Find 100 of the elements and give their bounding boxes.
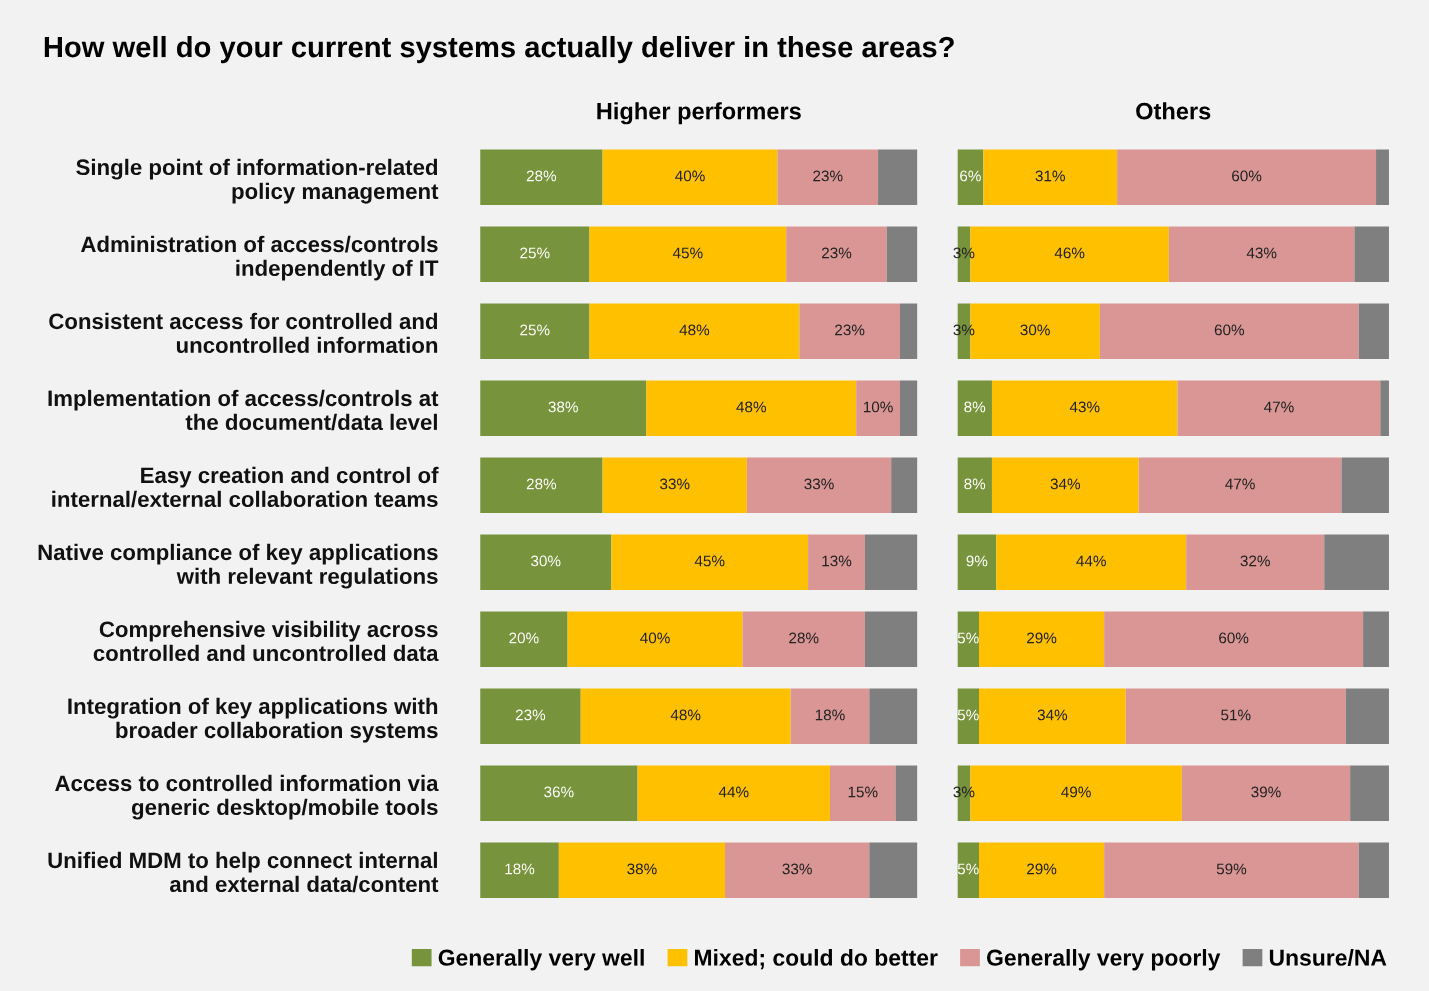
data-label: 30% <box>531 555 561 567</box>
bar <box>742 611 865 667</box>
bar <box>589 226 787 282</box>
data-label: 34% <box>1050 478 1081 490</box>
bar <box>480 688 581 744</box>
bar <box>1376 149 1389 205</box>
data-label: 45% <box>672 247 703 259</box>
bar <box>480 842 559 898</box>
y-tick-label: Unified MDM to help connect internal and external data/content <box>48 851 439 893</box>
data-label: 18% <box>505 863 535 875</box>
legend-label: Unsure/NA <box>1269 949 1387 967</box>
bar <box>1104 611 1364 667</box>
data-label: 44% <box>718 786 749 798</box>
data-label: 5% <box>957 709 979 721</box>
bar <box>1380 380 1389 436</box>
bar <box>1345 688 1389 744</box>
bar <box>991 457 1139 513</box>
bar <box>637 765 830 821</box>
bar <box>979 842 1105 898</box>
bar <box>808 534 865 590</box>
bar <box>979 688 1126 744</box>
bar <box>996 534 1187 590</box>
data-label: 51% <box>1221 709 1251 721</box>
bar <box>878 149 918 205</box>
bar <box>1341 457 1389 513</box>
bar <box>886 226 918 282</box>
data-label: 48% <box>679 324 710 336</box>
data-label: 23% <box>515 709 546 721</box>
bar <box>1177 380 1381 436</box>
data-label: 28% <box>526 478 557 490</box>
y-tick-label: Single point of information-related policy management <box>76 158 439 204</box>
data-label: 20% <box>509 632 539 644</box>
bar <box>725 842 870 898</box>
bar <box>1104 842 1359 898</box>
bar <box>983 149 1118 205</box>
data-label: 29% <box>1027 632 1057 644</box>
data-label: 28% <box>526 170 557 182</box>
data-label: 32% <box>1240 555 1270 567</box>
bar <box>957 457 992 513</box>
data-label: 38% <box>548 401 578 413</box>
text: How well do your current systems actually deliver in these areas? <box>44 35 954 64</box>
y-tick-label: Integration of key applications with broader collaboration systems <box>68 697 438 743</box>
data-label: 40% <box>675 170 705 182</box>
data-label: 43% <box>1246 247 1277 259</box>
data-label: 47% <box>1225 478 1255 490</box>
bar <box>480 303 590 359</box>
data-label: 59% <box>1216 863 1247 875</box>
bar <box>746 457 892 513</box>
bar <box>1358 842 1389 898</box>
data-label: 38% <box>627 863 657 875</box>
bar <box>829 765 896 821</box>
data-label: 60% <box>1232 170 1262 182</box>
bar <box>1363 611 1389 667</box>
bar <box>646 380 857 436</box>
bar <box>480 226 590 282</box>
chart-title: Higher performers <box>597 102 801 125</box>
bar <box>1324 534 1389 590</box>
bar <box>895 765 918 821</box>
bar <box>957 611 980 667</box>
data-label: 49% <box>1061 786 1091 798</box>
bar <box>864 534 918 590</box>
data-label: 23% <box>835 324 865 336</box>
bar <box>991 380 1178 436</box>
data-label: 44% <box>1076 555 1106 567</box>
y-tick-label: Consistent access for controlled and uncontrolled information <box>49 312 438 354</box>
bar <box>979 611 1105 667</box>
chart-title: Others <box>1136 102 1211 120</box>
data-label: 33% <box>660 478 690 490</box>
bar <box>957 149 984 205</box>
data-label: 40% <box>640 632 670 644</box>
data-label: 45% <box>694 555 725 567</box>
bar <box>1168 226 1355 282</box>
bar <box>580 688 791 744</box>
data-label: 5% <box>957 632 979 644</box>
data-label: 23% <box>822 247 852 259</box>
bar <box>1117 149 1377 205</box>
bar <box>480 380 647 436</box>
data-label: 5% <box>957 863 979 875</box>
data-label: 33% <box>804 478 834 490</box>
data-label: 29% <box>1027 863 1057 875</box>
bar <box>1125 688 1346 744</box>
data-label: 36% <box>544 786 574 798</box>
data-label: 33% <box>782 863 812 875</box>
data-label: 60% <box>1219 632 1249 644</box>
data-label: 25% <box>520 324 550 336</box>
bar <box>480 611 568 667</box>
data-label: 39% <box>1251 786 1281 798</box>
data-label: 28% <box>789 632 819 644</box>
bar <box>1350 765 1389 821</box>
bar <box>856 380 900 436</box>
data-label: 48% <box>670 709 701 721</box>
bar <box>1099 303 1359 359</box>
bar <box>869 688 918 744</box>
bar <box>799 303 900 359</box>
bar <box>1354 226 1389 282</box>
y-tick-label: Native compliance of key applications with relevant regulations <box>38 543 438 589</box>
bar <box>899 380 918 436</box>
y-tick-label: Implementation of access/controls at the document/data level <box>48 389 439 431</box>
data-label: 8% <box>964 401 986 413</box>
bar <box>1181 765 1351 821</box>
